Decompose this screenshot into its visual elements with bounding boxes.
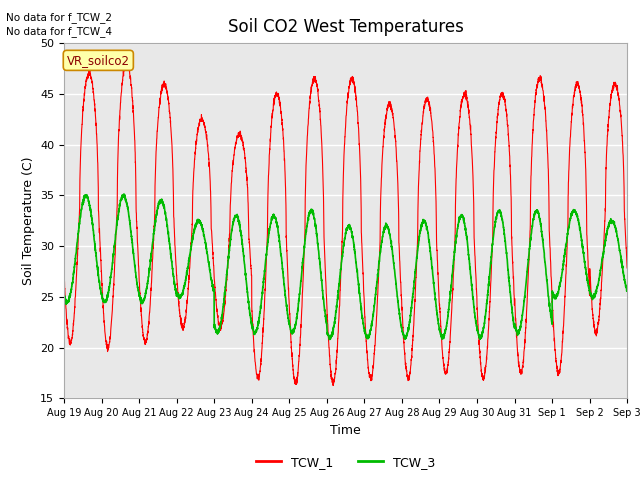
TCW_3 [60,291,68,297]
TCW_3 [504,267,512,273]
TCW_1 [122,59,130,64]
TCW_1 [623,265,631,271]
TCW_3 [326,336,333,342]
Text: VR_soilco2: VR_soilco2 [67,54,130,67]
TCW_1 [504,126,512,132]
TCW_3 [472,320,480,326]
Legend: TCW_1, TCW_3: TCW_1, TCW_3 [251,451,440,474]
TCW_1 [161,83,169,88]
TCW_3 [441,330,449,336]
Line: TCW_1: TCW_1 [64,61,627,385]
TCW_1 [329,383,337,388]
Text: No data for f_TCW_2: No data for f_TCW_2 [6,12,113,23]
TCW_3 [623,288,630,294]
Text: No data for f_TCW_4: No data for f_TCW_4 [6,26,113,37]
TCW_1 [623,256,630,262]
Line: TCW_3: TCW_3 [64,194,627,339]
TCW_3 [623,288,631,294]
TCW_3 [161,210,169,216]
Title: Soil CO2 West Temperatures: Soil CO2 West Temperatures [228,18,463,36]
TCW_1 [472,276,480,282]
TCW_1 [60,270,68,276]
TCW_1 [325,339,333,345]
X-axis label: Time: Time [330,424,361,437]
TCW_1 [441,370,449,376]
TCW_3 [120,191,128,197]
TCW_3 [325,335,333,340]
Y-axis label: Soil Temperature (C): Soil Temperature (C) [22,156,35,285]
